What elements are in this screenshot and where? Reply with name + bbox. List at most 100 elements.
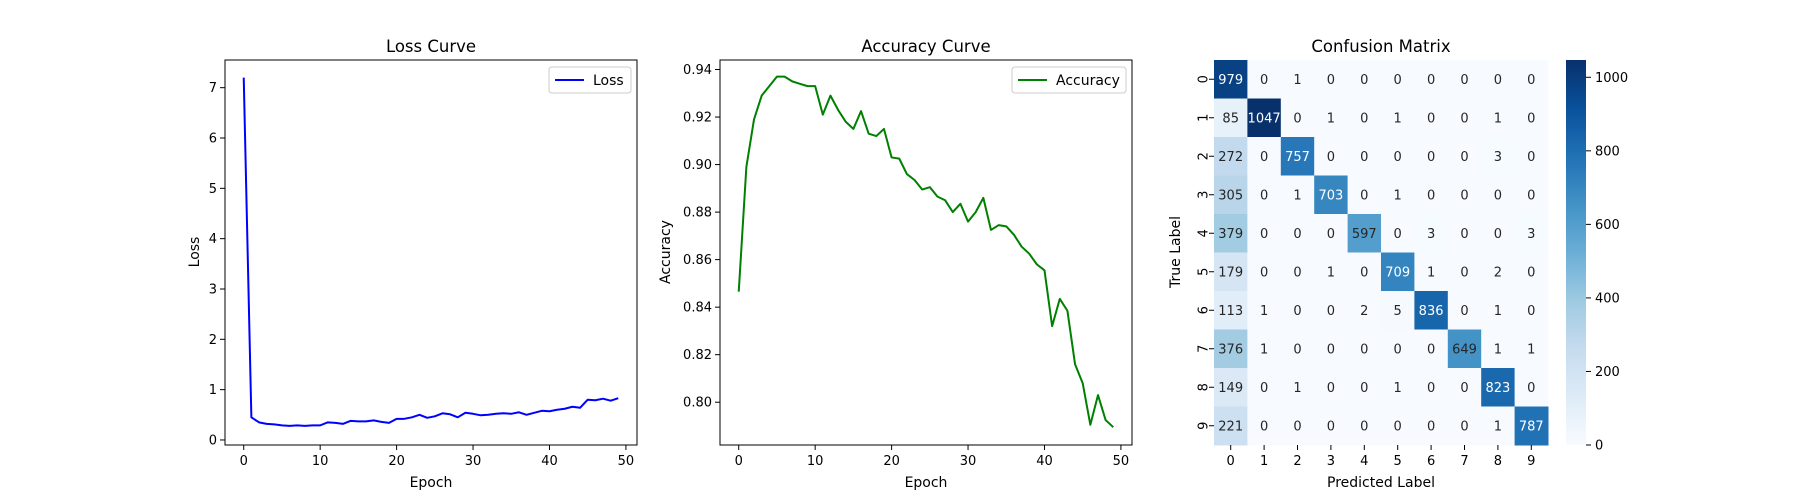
confusion-cell — [1481, 60, 1516, 99]
confusion-cell — [1314, 214, 1349, 253]
confusion-cell — [1347, 329, 1382, 369]
confusion-cell — [1214, 60, 1248, 99]
confusion-cell — [1381, 175, 1415, 215]
loss-chart: Loss Curve 0 10 20 30 40 50 0 1 2 3 4 5 6 7 Epoch Los… — [187, 37, 638, 491]
confusion-cell — [1414, 329, 1449, 369]
confusion-cell — [1314, 329, 1349, 369]
acc-x-tick-label: 30 — [960, 454, 977, 469]
confusion-cell-value: 0 — [1460, 265, 1468, 280]
confusion-cell — [1414, 98, 1449, 138]
confusion-cell-value: 0 — [1327, 150, 1335, 165]
confusion-cell-value: 0 — [1360, 265, 1368, 280]
confusion-cell-value: 757 — [1285, 150, 1310, 165]
accuracy-series-line — [737, 75, 1114, 428]
confusion-cell-value: 113 — [1218, 304, 1243, 319]
confusion-x-tick-label: 5 — [1394, 454, 1402, 469]
confusion-y-tick-label: 0 — [1197, 75, 1212, 83]
colorbar-tick-label: 800 — [1595, 144, 1620, 159]
confusion-cell-value: 0 — [1293, 419, 1301, 434]
confusion-cell — [1314, 291, 1349, 330]
loss-plot-frame — [224, 59, 638, 446]
confusion-x-tick-label: 0 — [1227, 454, 1235, 469]
confusion-cell — [1214, 291, 1248, 330]
confusion-x-tick-label: 3 — [1327, 454, 1335, 469]
confusion-cell — [1514, 406, 1549, 446]
confusion-cell — [1314, 98, 1349, 138]
confusion-cell — [1347, 368, 1382, 407]
loss-x-tick-label: 30 — [465, 454, 482, 469]
confusion-cell-value: 272 — [1218, 150, 1243, 165]
confusion-cell — [1247, 137, 1282, 176]
confusion-cell-value: 5 — [1394, 304, 1402, 319]
confusion-y-tick-label: 3 — [1197, 191, 1212, 199]
acc-y-tick-label: 0.80 — [683, 396, 712, 411]
confusion-cell-value: 0 — [1394, 227, 1402, 242]
confusion-cell-value: 0 — [1460, 73, 1468, 88]
confusion-cell — [1280, 60, 1315, 99]
confusion-cell-value: 0 — [1327, 342, 1335, 357]
loss-series-line — [242, 77, 619, 427]
colorbar-tick-label: 200 — [1595, 365, 1620, 380]
confusion-cell-value: 0 — [1527, 381, 1535, 396]
loss-x-tick-label: 0 — [240, 454, 248, 469]
confusion-cell — [1414, 252, 1449, 292]
confusion-cell — [1447, 368, 1482, 407]
confusion-cell — [1481, 291, 1516, 330]
confusion-cell — [1447, 291, 1482, 330]
confusion-cell — [1381, 137, 1415, 176]
confusion-cell-value: 0 — [1360, 419, 1368, 434]
confusion-cell-value: 0 — [1494, 227, 1502, 242]
confusion-cell-value: 0 — [1460, 304, 1468, 319]
confusion-x-tick-label: 2 — [1293, 454, 1301, 469]
confusion-cell — [1447, 406, 1482, 446]
confusion-cell — [1214, 175, 1248, 215]
confusion-cell — [1481, 98, 1516, 138]
confusion-x-tick-label: 9 — [1527, 454, 1535, 469]
confusion-cell — [1280, 252, 1315, 292]
confusion-cell — [1514, 329, 1549, 369]
acc-y-tick-label: 0.92 — [683, 111, 712, 126]
confusion-cell — [1247, 329, 1282, 369]
colorbar: 0 200 400 600 800 1000 — [1566, 60, 1628, 454]
confusion-cell — [1247, 175, 1282, 215]
confusion-cell-value: 1047 — [1248, 111, 1281, 126]
confusion-cell-value: 0 — [1427, 188, 1435, 203]
confusion-cell — [1214, 98, 1248, 138]
loss-chart-title: Loss Curve — [386, 37, 476, 56]
loss-legend: Loss — [548, 66, 632, 94]
confusion-cell-value: 0 — [1327, 73, 1335, 88]
confusion-x-tick-label: 6 — [1427, 454, 1435, 469]
confusion-cell — [1447, 137, 1482, 176]
confusion-cell — [1481, 406, 1516, 446]
confusion-cell-value: 787 — [1519, 419, 1544, 434]
confusion-cell-value: 0 — [1293, 227, 1301, 242]
confusion-cell — [1247, 406, 1282, 446]
confusion-y-tick-label: 1 — [1197, 114, 1212, 122]
confusion-cell — [1381, 60, 1415, 99]
confusion-cell-value: 0 — [1427, 111, 1435, 126]
confusion-cell — [1214, 368, 1248, 407]
confusion-y-axis-label: True Label — [1168, 216, 1184, 289]
confusion-cell — [1414, 60, 1449, 99]
loss-x-tick-label: 40 — [541, 454, 558, 469]
confusion-cell-value: 0 — [1327, 419, 1335, 434]
acc-y-tick-label: 0.90 — [683, 158, 712, 173]
confusion-cell — [1347, 406, 1382, 446]
confusion-cell — [1514, 175, 1549, 215]
confusion-cell — [1447, 252, 1482, 292]
confusion-cell-value: 709 — [1385, 265, 1410, 280]
confusion-cell-value: 3 — [1527, 227, 1535, 242]
confusion-cell-value: 0 — [1260, 265, 1268, 280]
confusion-cell-value: 221 — [1218, 419, 1243, 434]
confusion-cell-value: 1 — [1427, 265, 1435, 280]
confusion-cell-value: 979 — [1218, 73, 1243, 88]
loss-legend-label: Loss — [593, 73, 624, 89]
confusion-x-tick-label: 7 — [1460, 454, 1468, 469]
confusion-cell — [1381, 98, 1415, 138]
accuracy-legend-label: Accuracy — [1056, 73, 1120, 89]
confusion-cell — [1347, 291, 1382, 330]
confusion-cell-value: 597 — [1352, 227, 1377, 242]
confusion-cell — [1414, 214, 1449, 253]
confusion-cell-value: 0 — [1527, 111, 1535, 126]
loss-x-tick-label: 50 — [618, 454, 635, 469]
